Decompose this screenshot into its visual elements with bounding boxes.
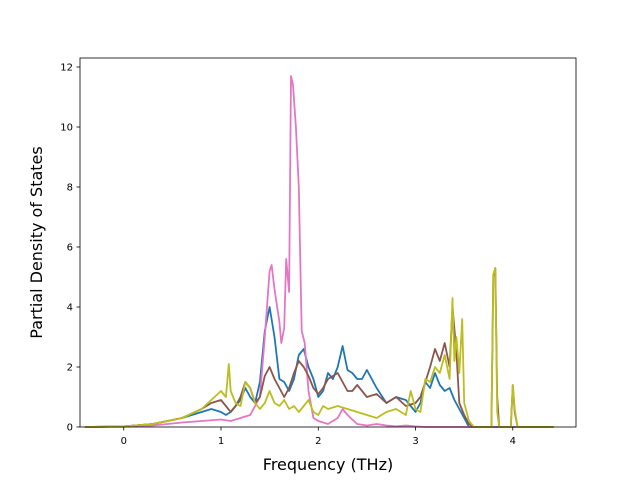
y-tick-label: 10: [60, 123, 73, 134]
x-tick-label: 3: [412, 436, 418, 447]
y-tick-label: 0: [67, 423, 73, 434]
x-tick-label: 2: [315, 436, 321, 447]
y-axis-label: Partial Density of States: [27, 146, 46, 338]
y-tick-label: 2: [67, 363, 73, 374]
series-line-2: [84, 75, 554, 428]
x-tick-label: 4: [510, 436, 516, 447]
series-line-4: [84, 267, 554, 428]
x-tick-label: 0: [121, 436, 127, 447]
x-axis-label: Frequency (THz): [263, 455, 393, 474]
series-line-3: [84, 267, 554, 428]
y-tick-label: 12: [60, 63, 73, 74]
x-tick-label: 1: [218, 436, 224, 447]
plot-area: [84, 75, 554, 428]
y-axis: 0 2 4 6 8 10 12: [60, 63, 80, 434]
y-tick-label: 8: [67, 183, 73, 194]
y-tick-label: 4: [67, 303, 73, 314]
y-tick-label: 6: [67, 243, 73, 254]
axes-frame: [79, 57, 577, 428]
x-axis: 0 1 2 3 4: [121, 427, 516, 447]
series-line-1: [84, 306, 554, 428]
